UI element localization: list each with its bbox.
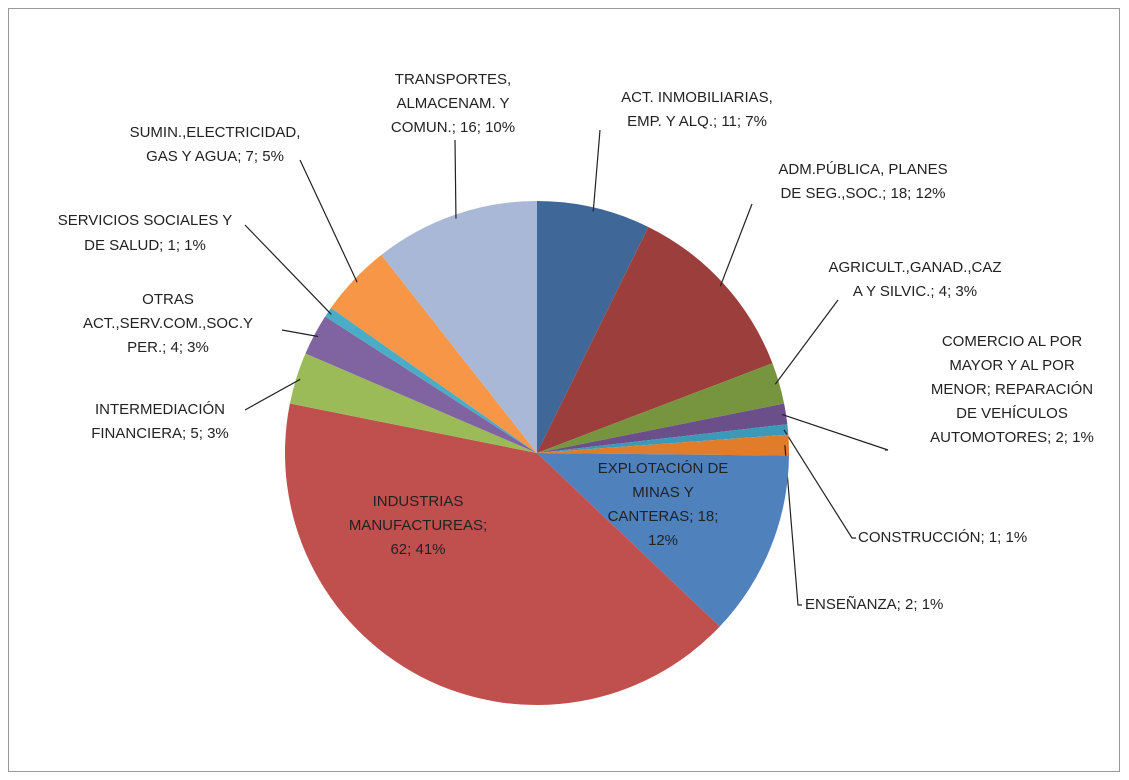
- data-label: PER.; 4; 3%: [127, 339, 209, 356]
- pie-slice: [537, 434, 790, 456]
- pie-slice: [330, 254, 537, 453]
- pie-slice: [305, 316, 537, 453]
- data-label: FINANCIERA; 5; 3%: [91, 425, 229, 442]
- data-label: DE VEHÍCULOS: [956, 405, 1068, 422]
- pie-slice: [381, 201, 537, 453]
- pie-slice: [537, 424, 789, 453]
- data-label: EXPLOTACIÓN DE: [598, 460, 729, 477]
- data-label: DE SEG.,SOC.; 18; 12%: [780, 185, 945, 202]
- data-label: 12%: [648, 532, 678, 549]
- leader-line: [454, 139, 457, 219]
- data-label: ENSEÑANZA; 2; 1%: [805, 596, 943, 613]
- data-label: COMUN.; 16; 10%: [391, 119, 515, 136]
- data-label: INTERMEDIACIÓN: [95, 401, 225, 418]
- data-label: ADM.PÚBLICA, PLANES: [778, 161, 947, 178]
- data-label: A Y SILVIC.; 4; 3%: [853, 283, 977, 300]
- pie-slice: [537, 403, 788, 453]
- data-label: TRANSPORTES,: [395, 71, 511, 88]
- data-label: MAYOR Y AL POR: [949, 357, 1074, 374]
- data-label: DE SALUD; 1; 1%: [84, 237, 206, 254]
- data-label: ACT.,SERV.COM.,SOC.Y: [83, 315, 253, 332]
- data-label: GAS Y AGUA; 7; 5%: [146, 148, 284, 165]
- data-label: SERVICIOS SOCIALES Y: [58, 212, 233, 229]
- data-label: AGRICULT.,GANAD.,CAZ: [828, 259, 1001, 276]
- data-label: INDUSTRIAS: [373, 493, 464, 510]
- leader-line: [281, 329, 319, 338]
- leader-line: [244, 378, 301, 411]
- leader-line: [592, 129, 601, 212]
- leader-line: [719, 203, 753, 287]
- data-label: SUMIN.,ELECTRICIDAD,: [130, 124, 301, 141]
- pie-slice: [537, 226, 773, 453]
- pie-slice: [537, 363, 785, 453]
- leader-line: [244, 224, 332, 315]
- leader-line: [784, 445, 802, 606]
- data-label: ALMACENAM. Y: [396, 95, 509, 112]
- pie-slice: [289, 353, 537, 453]
- data-label: MINAS Y: [632, 484, 693, 501]
- leader-line: [774, 299, 839, 385]
- pie-slice: [537, 453, 789, 627]
- data-label: AUTOMOTORES; 2; 1%: [930, 429, 1094, 446]
- leader-line: [783, 429, 856, 539]
- leader-line: [299, 159, 358, 283]
- pie-slice: [537, 201, 649, 453]
- data-label: 62; 41%: [390, 541, 445, 558]
- data-label: COMERCIO AL POR: [942, 333, 1082, 350]
- data-label: OTRAS: [142, 291, 194, 308]
- leader-line: [781, 413, 889, 451]
- data-label: ACT. INMOBILIARIAS,: [621, 89, 773, 106]
- data-label: CONSTRUCCIÓN; 1; 1%: [858, 529, 1027, 546]
- data-label: CANTERAS; 18;: [608, 508, 719, 525]
- data-label: MANUFACTUREAS;: [349, 517, 487, 534]
- pie-slice: [285, 403, 720, 706]
- pie-slice: [325, 307, 537, 453]
- data-label: EMP. Y ALQ.; 11; 7%: [627, 113, 767, 130]
- data-label: MENOR; REPARACIÓN: [931, 381, 1093, 398]
